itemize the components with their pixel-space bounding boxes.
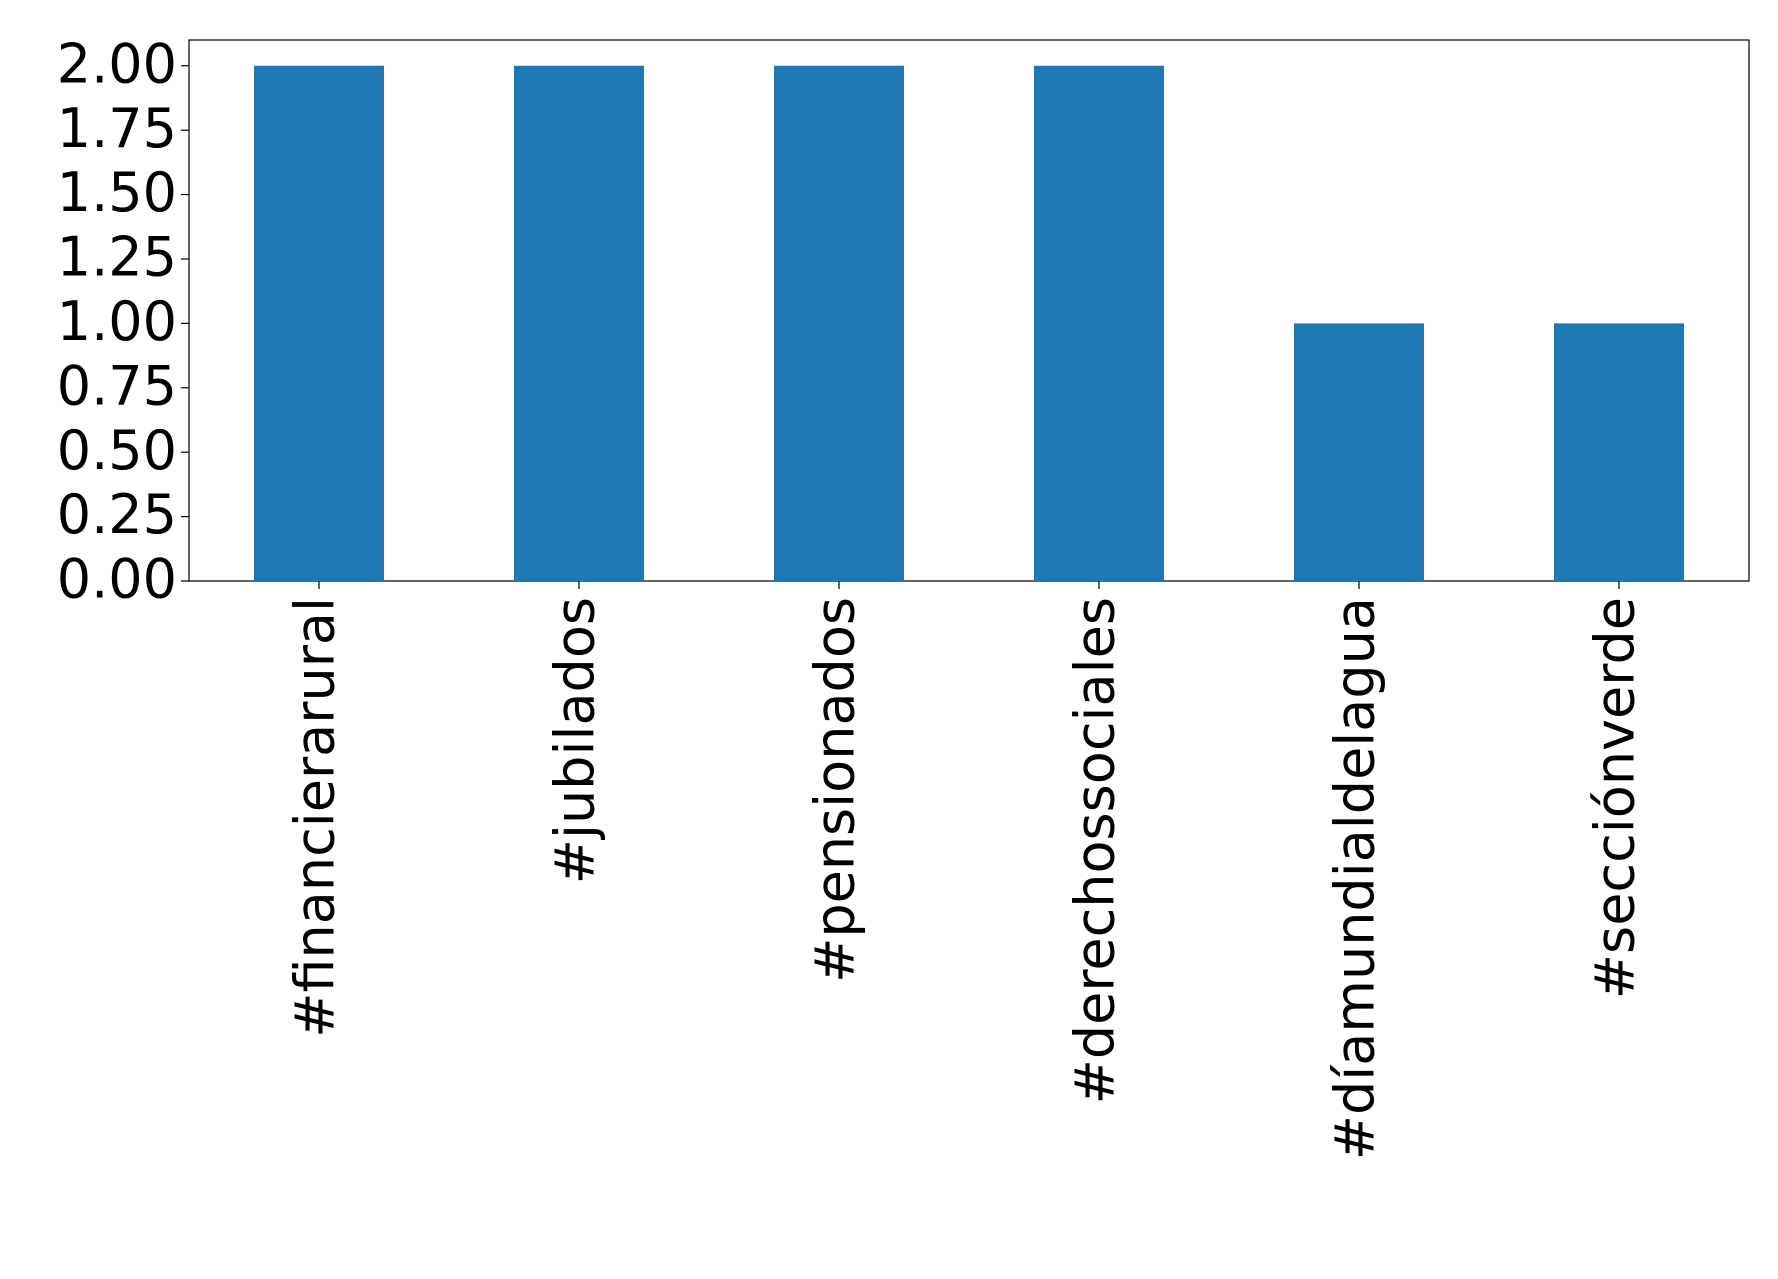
y-tick-label: 0.50 <box>57 419 177 482</box>
bar <box>774 65 904 581</box>
x-tick-label: #financierarural <box>284 597 347 1038</box>
plot-frame <box>188 39 1750 582</box>
x-tick-label: #derechossociales <box>1064 597 1127 1104</box>
y-tick-label: 0.75 <box>57 354 177 417</box>
bar <box>514 65 644 581</box>
bar <box>1034 65 1164 581</box>
bar <box>254 65 384 581</box>
x-tick-label: #pensionados <box>804 597 867 983</box>
bar <box>1294 323 1424 581</box>
y-tick-label: 1.75 <box>57 97 177 160</box>
y-tick-label: 1.50 <box>57 161 177 224</box>
x-tick-label: #jubilados <box>544 597 607 884</box>
y-tick-label: 0.25 <box>57 483 177 546</box>
x-tick-label: #díamundialdelagua <box>1324 597 1387 1160</box>
y-tick-label: 0.00 <box>57 548 177 611</box>
y-tick-label: 1.25 <box>57 226 177 289</box>
bar <box>1554 323 1684 581</box>
y-tick-label: 2.00 <box>57 32 177 95</box>
y-tick-label: 1.00 <box>57 290 177 353</box>
x-tick-label: #secciónverde <box>1584 597 1647 999</box>
